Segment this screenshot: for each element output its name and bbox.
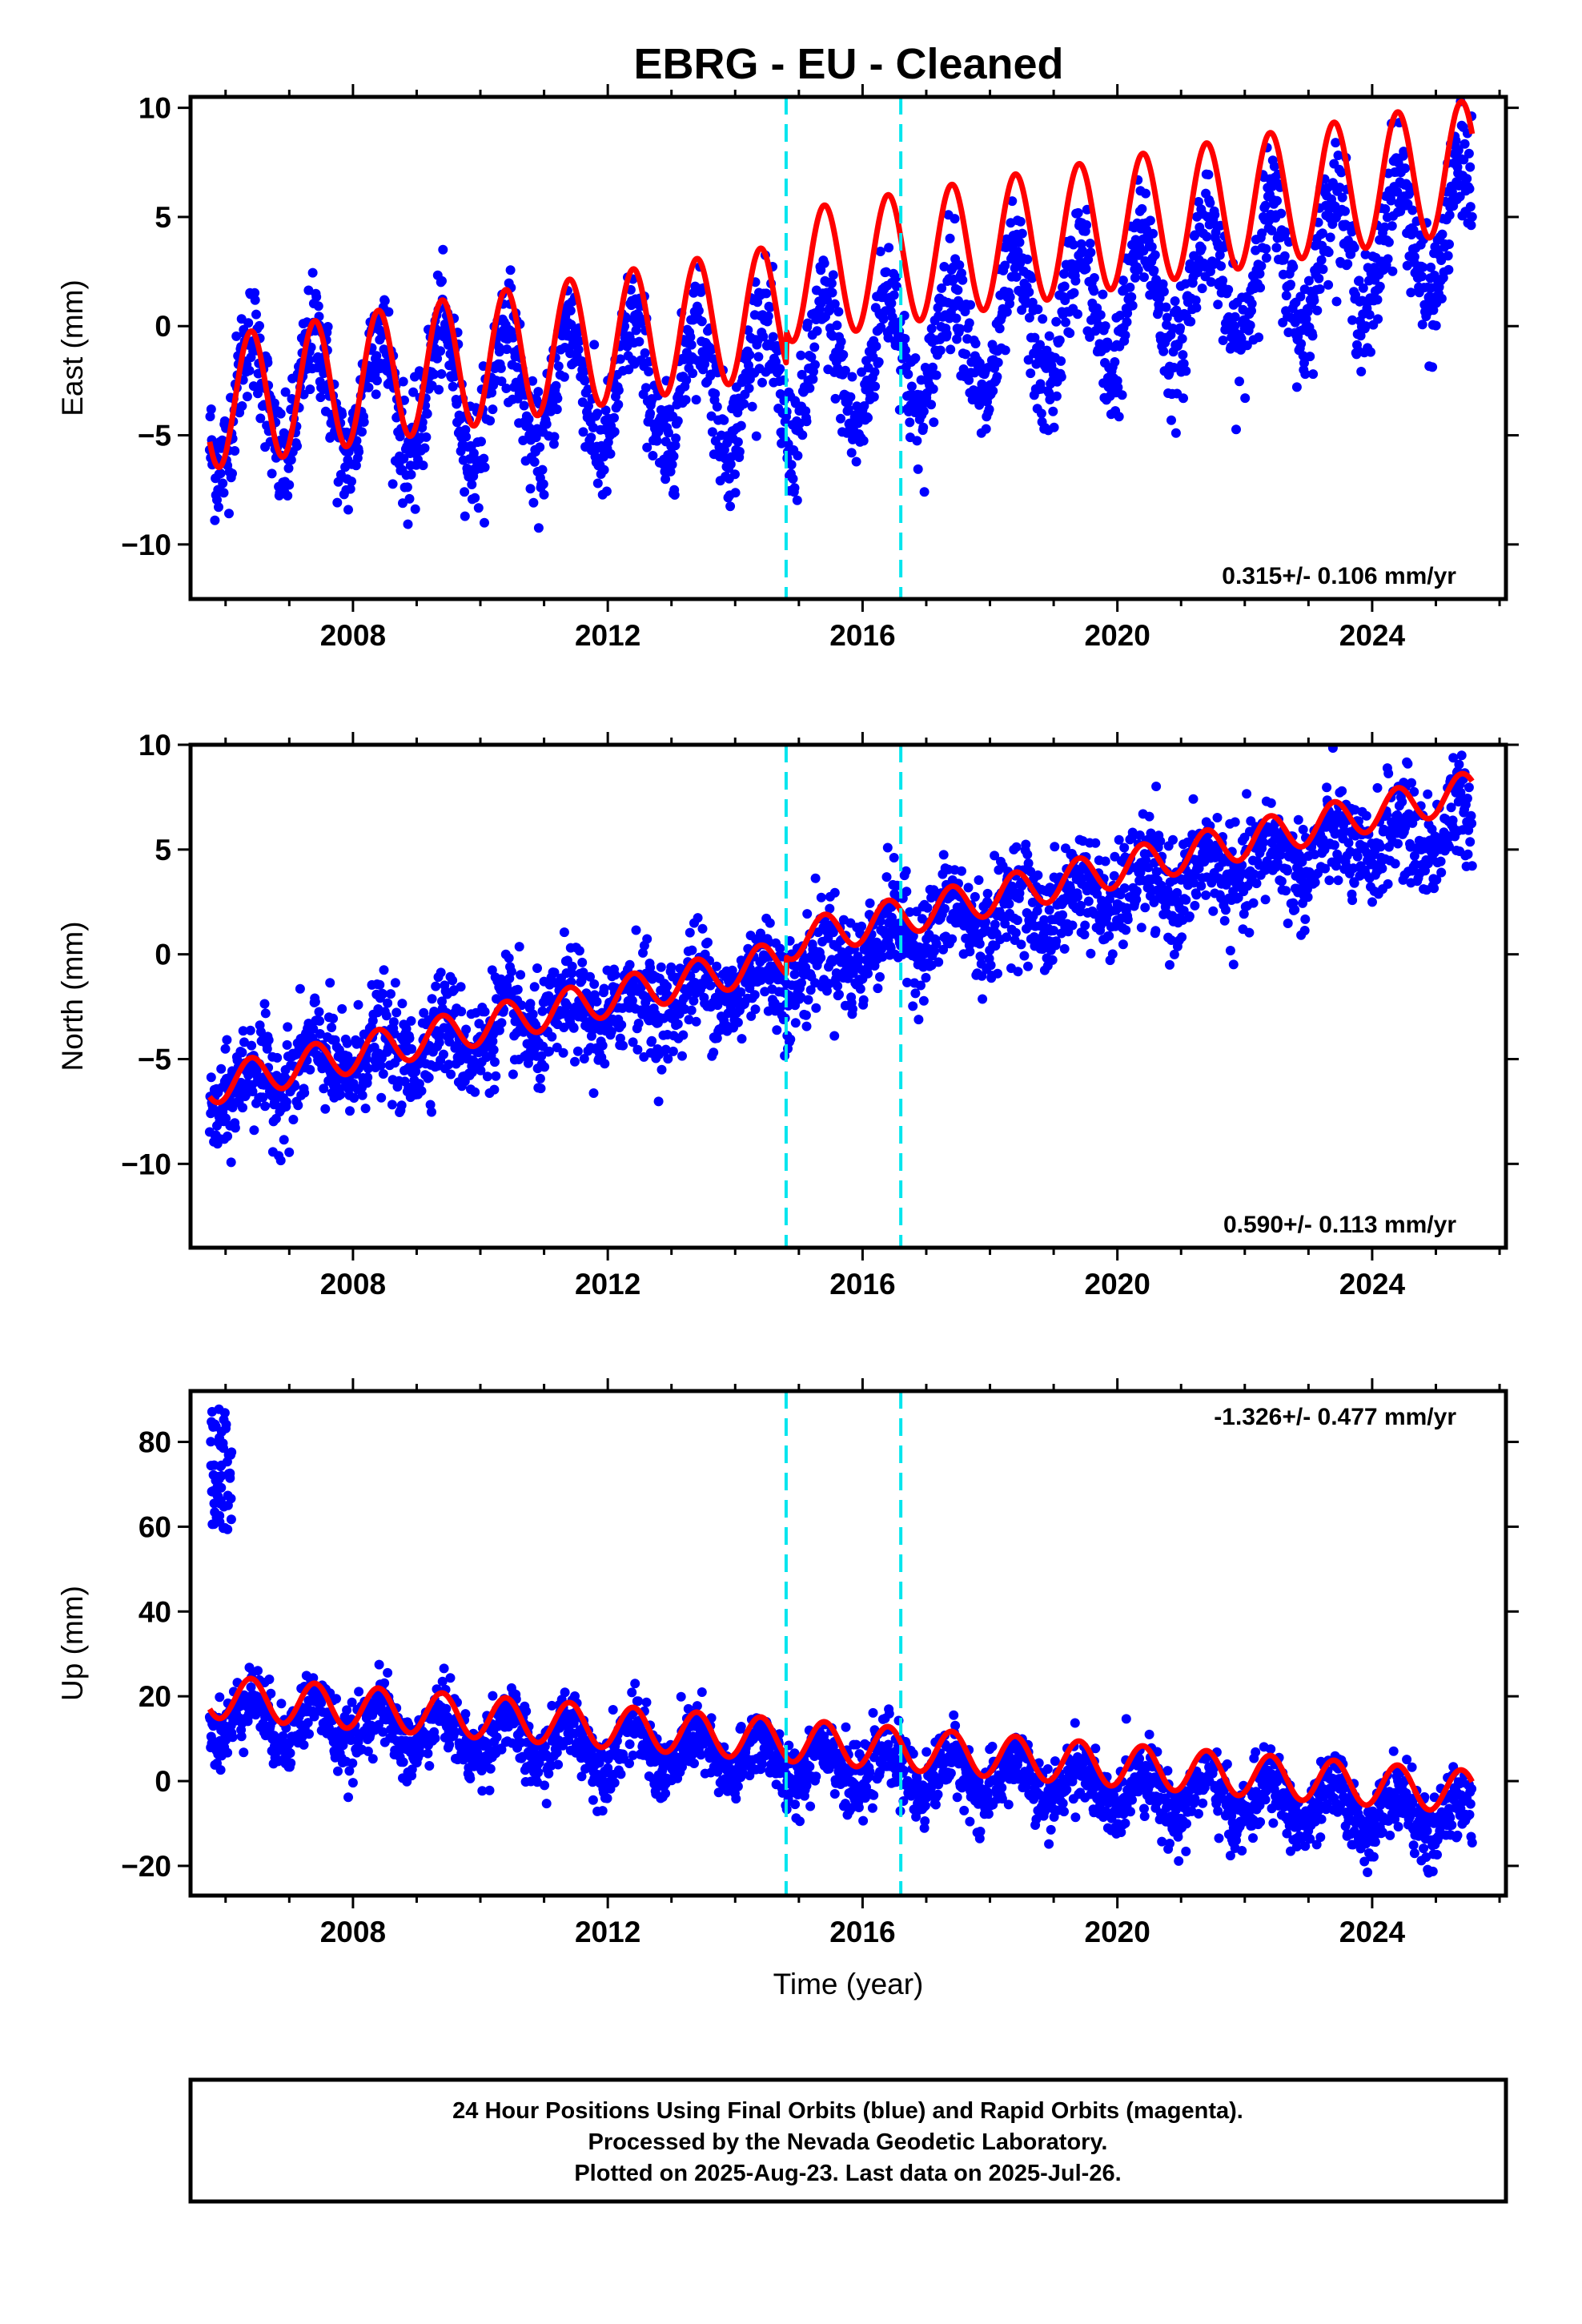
x-tick-label: 2020 — [1085, 1916, 1150, 1948]
up-panel: 2008 2012 2016 2020 2024 −20 0 20 40 60 80 -1.326+… — [56, 1378, 1519, 2000]
footer-line-1: 24 Hour Positions Using Final Orbits (bl… — [452, 2098, 1243, 2124]
chart-title: EBRG - EU - Cleaned — [633, 40, 1063, 88]
plot-frame — [188, 742, 1508, 1250]
x-tick-label: 2008 — [320, 619, 386, 652]
up-rate-label: -1.326+/- 0.477 mm/yr — [1214, 1404, 1456, 1430]
up-fit-curve — [207, 1675, 1475, 1813]
x-tick-label: 2008 — [320, 1268, 386, 1301]
plot-frame — [188, 1389, 1508, 1898]
y-tick-label: 10 — [139, 729, 171, 762]
x-tick-label: 2024 — [1339, 619, 1406, 652]
footer-line-3: Plotted on 2025-Aug-23. Last data on 202… — [574, 2161, 1121, 2186]
y-tick-label: −5 — [138, 420, 171, 452]
y-tick-label: 60 — [139, 1510, 171, 1543]
east-offset-lines — [784, 97, 903, 599]
north-data-points — [204, 743, 1477, 1168]
x-tick-label: 2012 — [575, 1916, 640, 1948]
up-points — [204, 1404, 1477, 1878]
north-panel: 2008 2012 2016 2020 2024 −10 −5 0 5 10 0.590+/- 0… — [56, 729, 1519, 1301]
east-y-axis-label: East (mm) — [56, 279, 89, 416]
east-panel: 2008 2012 2016 2020 2024 −10 −5 0 5 10 0.315+/- 0… — [56, 84, 1519, 652]
y-tick-label: 10 — [139, 92, 171, 125]
y-tick-label: −20 — [121, 1850, 171, 1883]
x-tick-label: 2024 — [1339, 1268, 1406, 1301]
east-axes: 2008 2012 2016 2020 2024 −10 −5 0 5 10 — [121, 84, 1519, 652]
x-tick-label: 2016 — [829, 619, 895, 652]
east-data-points — [204, 96, 1477, 533]
north-fit-curve — [207, 770, 1475, 1106]
y-tick-label: −10 — [121, 529, 171, 561]
y-tick-label: 5 — [155, 201, 171, 234]
north-model-fit — [207, 770, 1475, 1106]
north-rate-label: 0.590+/- 0.113 mm/yr — [1223, 1212, 1456, 1238]
up-y-axis-label: Up (mm) — [56, 1586, 89, 1701]
x-tick-label: 2016 — [829, 1916, 895, 1948]
y-tick-label: 0 — [155, 939, 171, 971]
east-model-fit — [207, 99, 1476, 470]
x-tick-label: 2008 — [320, 1916, 386, 1948]
north-axes: 2008 2012 2016 2020 2024 −10 −5 0 5 10 — [121, 729, 1519, 1301]
footer-frame — [188, 2077, 1508, 2204]
east-points — [204, 96, 1477, 533]
up-offset-lines — [784, 1391, 903, 1896]
y-tick-label: 0 — [155, 310, 171, 343]
y-tick-label: 5 — [155, 834, 171, 866]
x-tick-label: 2012 — [575, 1268, 640, 1301]
y-tick-label: 80 — [139, 1426, 171, 1459]
footer-box: 24 Hour Positions Using Final Orbits (bl… — [188, 2077, 1508, 2204]
x-tick-label: 2020 — [1085, 619, 1150, 652]
x-tick-label: 2024 — [1339, 1916, 1406, 1948]
y-tick-label: −10 — [121, 1148, 171, 1180]
y-tick-label: 20 — [139, 1680, 171, 1713]
y-tick-label: 40 — [139, 1595, 171, 1628]
up-model-fit — [207, 1675, 1475, 1813]
up-data-points — [204, 1404, 1477, 1878]
x-tick-label: 2012 — [575, 619, 640, 652]
east-fit-curve — [207, 99, 1476, 470]
north-y-axis-label: North (mm) — [56, 921, 89, 1071]
up-x-axis-label: Time (year) — [773, 1968, 924, 2000]
east-rate-label: 0.315+/- 0.106 mm/yr — [1222, 563, 1456, 589]
north-points — [204, 743, 1477, 1168]
north-offset-lines — [784, 745, 903, 1248]
y-tick-label: 0 — [155, 1765, 171, 1798]
y-tick-label: −5 — [138, 1043, 171, 1076]
x-tick-label: 2020 — [1085, 1268, 1150, 1301]
footer-line-2: Processed by the Nevada Geodetic Laborat… — [588, 2129, 1108, 2155]
up-axes: 2008 2012 2016 2020 2024 −20 0 20 40 60 80 — [121, 1378, 1519, 1948]
x-tick-label: 2016 — [829, 1268, 895, 1301]
plot-frame — [188, 94, 1508, 601]
